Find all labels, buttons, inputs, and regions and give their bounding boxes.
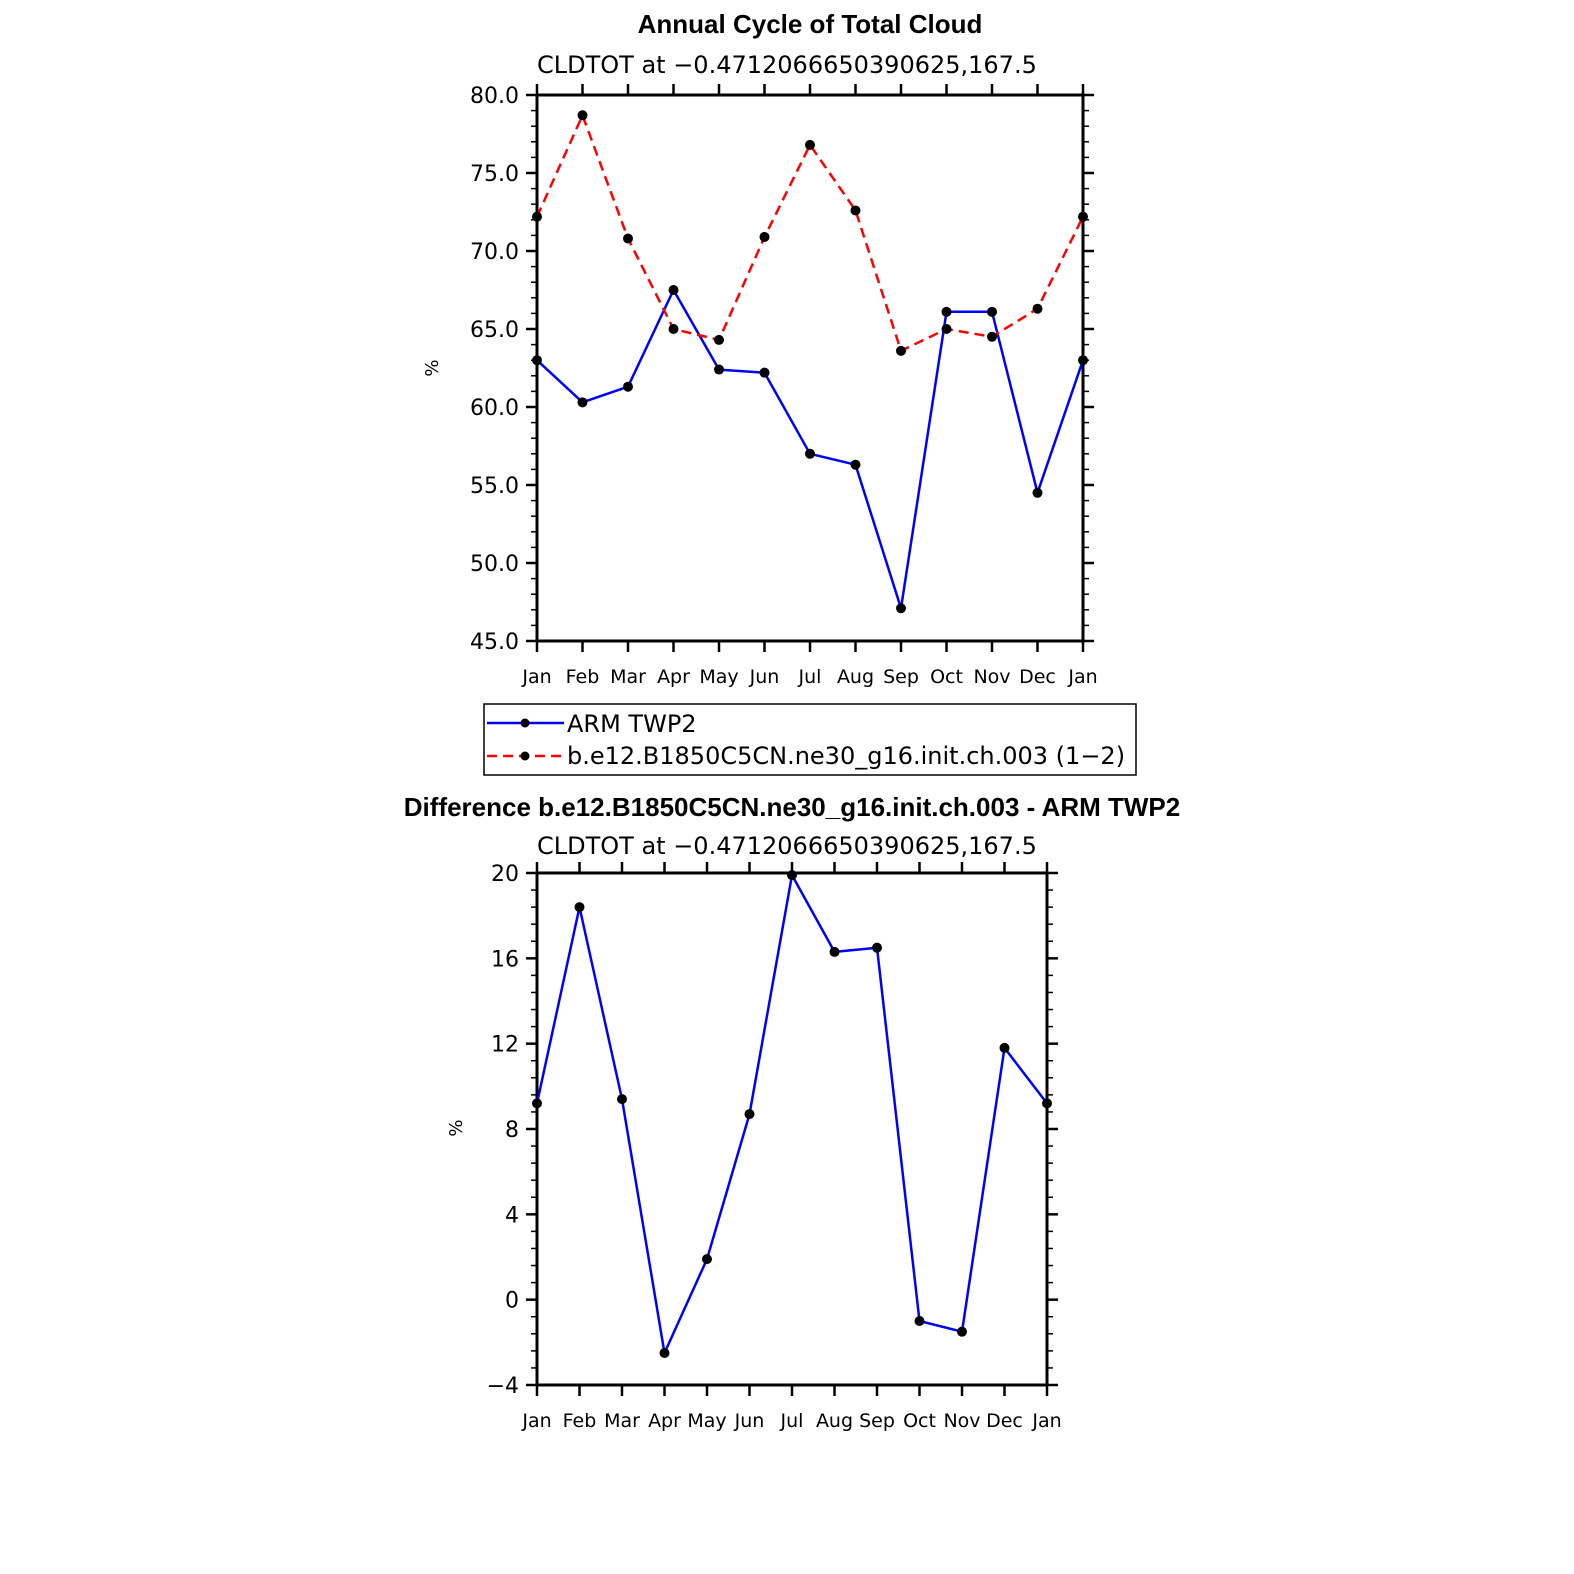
chart2-ytick-label: 16 xyxy=(491,947,519,972)
chart2-series-0-point xyxy=(787,870,797,881)
chart1-series-1-point xyxy=(1078,211,1088,222)
chart1-series-0-point xyxy=(1078,355,1088,366)
chart1-ylabel: % xyxy=(422,359,443,376)
chart2-series-0-point xyxy=(574,902,585,913)
chart2-xtick-label: Mar xyxy=(604,1410,640,1432)
chart2-series-0-point xyxy=(872,942,882,953)
chart1-xtick-label: Mar xyxy=(610,666,646,688)
chart2-ytick-label: 12 xyxy=(491,1033,519,1058)
chart2-xtick-label: Oct xyxy=(903,1410,936,1432)
legend-marker-model xyxy=(520,751,530,761)
chart1-legend: ARM TWP2 b.e12.B1850C5CN.ne30_g16.init.c… xyxy=(483,703,1137,776)
chart1-xtick-label: Sep xyxy=(883,666,919,688)
legend-box xyxy=(483,703,1137,776)
chart2-xtick-label: Jan xyxy=(521,1410,551,1432)
chart1-series-0-point xyxy=(532,355,542,366)
chart2-ytick-label: 0 xyxy=(505,1289,519,1314)
chart2-xtick-label: Dec xyxy=(986,1410,1023,1432)
chart1-series-0-point xyxy=(623,381,633,392)
chart1-series-0-point xyxy=(805,448,815,459)
chart2-frame xyxy=(535,871,1049,1387)
chart1-ytick-label: 80.0 xyxy=(470,84,519,109)
chart2-xtick-label: Aug xyxy=(816,1410,853,1432)
chart1-frame xyxy=(535,93,1085,643)
legend-marker-arm xyxy=(520,718,530,728)
chart1-subtitle: CLDTOT at −0.4712066650390625,167.5 xyxy=(537,51,1037,79)
chart1-xtick-label: Jan xyxy=(521,666,551,688)
chart2-xtick-label: Apr xyxy=(648,1410,681,1432)
chart1-series-1-point xyxy=(532,211,542,222)
chart1-series-1-point xyxy=(896,345,906,356)
chart1-series-1-point xyxy=(759,231,770,242)
chart1-xtick-label: Oct xyxy=(930,666,963,688)
chart1-series-1-point xyxy=(714,334,724,345)
legend-label-model: b.e12.B1850C5CN.ne30_g16.init.ch.003 (1−… xyxy=(567,742,1125,770)
chart2-series-0-point xyxy=(744,1109,755,1120)
chart1-series-1-point xyxy=(1032,303,1043,314)
chart1-series-1-line xyxy=(535,114,1085,353)
chart1-xtick-label: Jan xyxy=(1067,666,1097,688)
chart2-xtick-label: Nov xyxy=(943,1410,980,1432)
chart1-series-0-point xyxy=(714,364,724,375)
chart2-series-0-line xyxy=(535,873,1048,1355)
chart2-series-0-point xyxy=(1042,1098,1052,1109)
chart1-ytick-label: 45.0 xyxy=(470,630,519,655)
chart1-xtick-label: Nov xyxy=(973,666,1010,688)
chart1-series-1-point xyxy=(668,324,679,334)
legend-label-arm: ARM TWP2 xyxy=(567,710,697,738)
chart1-ytick-label: 50.0 xyxy=(470,552,519,577)
chart2-title: Difference b.e12.B1850C5CN.ne30_g16.init… xyxy=(404,792,1180,822)
chart1-ytick-label: 70.0 xyxy=(470,240,519,265)
chart2-xtick-label: Jan xyxy=(1031,1410,1061,1432)
chart1-series-1-point xyxy=(941,324,952,334)
chart2-ytick-label: 20 xyxy=(491,862,519,887)
chart1-ytick-label: 65.0 xyxy=(470,318,519,343)
chart1-series-1-point xyxy=(577,110,588,121)
chart1-xtick-label: Aug xyxy=(837,666,874,688)
chart1-ytick-label: 55.0 xyxy=(470,474,519,499)
chart2-series-0-point xyxy=(999,1042,1010,1053)
chart2-plot: −4 0 4 8 12 16 20 Jan Feb Mar Apr May Jun Jul Aug Sep Oc… xyxy=(487,862,1062,1432)
chart1-ytick-label: 60.0 xyxy=(470,396,519,421)
chart1-series-1-point xyxy=(623,233,633,244)
chart1-series-0-point xyxy=(896,603,906,614)
chart1-xtick-label: Jul xyxy=(798,666,822,688)
chart2-xtick-label: May xyxy=(687,1410,726,1432)
chart1-xtick-label: Feb xyxy=(566,666,600,688)
chart1-series-0-point xyxy=(941,306,952,317)
chart1-series-1-point xyxy=(805,139,815,150)
chart2-series-0-point xyxy=(532,1098,542,1109)
chart2-xtick-label: Jul xyxy=(780,1410,804,1432)
chart1-xtick-label: Jun xyxy=(749,666,780,688)
chart1-xtick-label: Apr xyxy=(657,666,690,688)
chart2-series-0-point xyxy=(617,1094,627,1105)
chart2-series-0-point xyxy=(829,946,840,957)
chart1-plot: 45.0 50.0 55.0 60.0 65.0 70.0 75.0 80.0 Jan Feb Ma… xyxy=(470,84,1098,688)
chart1-series-0-point xyxy=(1032,487,1043,498)
chart2-ytick-label: 4 xyxy=(505,1203,519,1228)
chart1-series-0-point xyxy=(850,459,861,470)
chart2-series-0-point xyxy=(659,1348,670,1358)
chart1-series-0-point xyxy=(668,285,679,295)
chart2-series-0-point xyxy=(702,1254,712,1265)
chart2-series-0-point xyxy=(957,1326,967,1337)
chart2-xtick-label: Jun xyxy=(734,1410,765,1432)
chart2-xtick-label: Sep xyxy=(859,1410,895,1432)
chart2-series-0-point xyxy=(914,1316,925,1326)
chart2-ytick-label: −4 xyxy=(487,1374,519,1399)
chart1-series-0-point xyxy=(759,367,770,378)
chart1-xtick-label: Dec xyxy=(1019,666,1056,688)
chart1-series-0-point xyxy=(987,306,997,317)
chart2-xtick-label: Feb xyxy=(563,1410,597,1432)
chart1-xtick-label: May xyxy=(699,666,738,688)
chart2-subtitle: CLDTOT at −0.4712066650390625,167.5 xyxy=(537,832,1037,860)
chart2-ytick-label: 8 xyxy=(505,1118,519,1143)
chart1-series-0-point xyxy=(577,397,588,408)
chart1-ytick-label: 75.0 xyxy=(470,162,519,187)
chart1-series-1-point xyxy=(987,331,997,342)
chart1-series-1-point xyxy=(850,205,861,216)
chart2-ylabel: % xyxy=(446,1119,467,1136)
chart1-title: Annual Cycle of Total Cloud xyxy=(638,9,983,39)
